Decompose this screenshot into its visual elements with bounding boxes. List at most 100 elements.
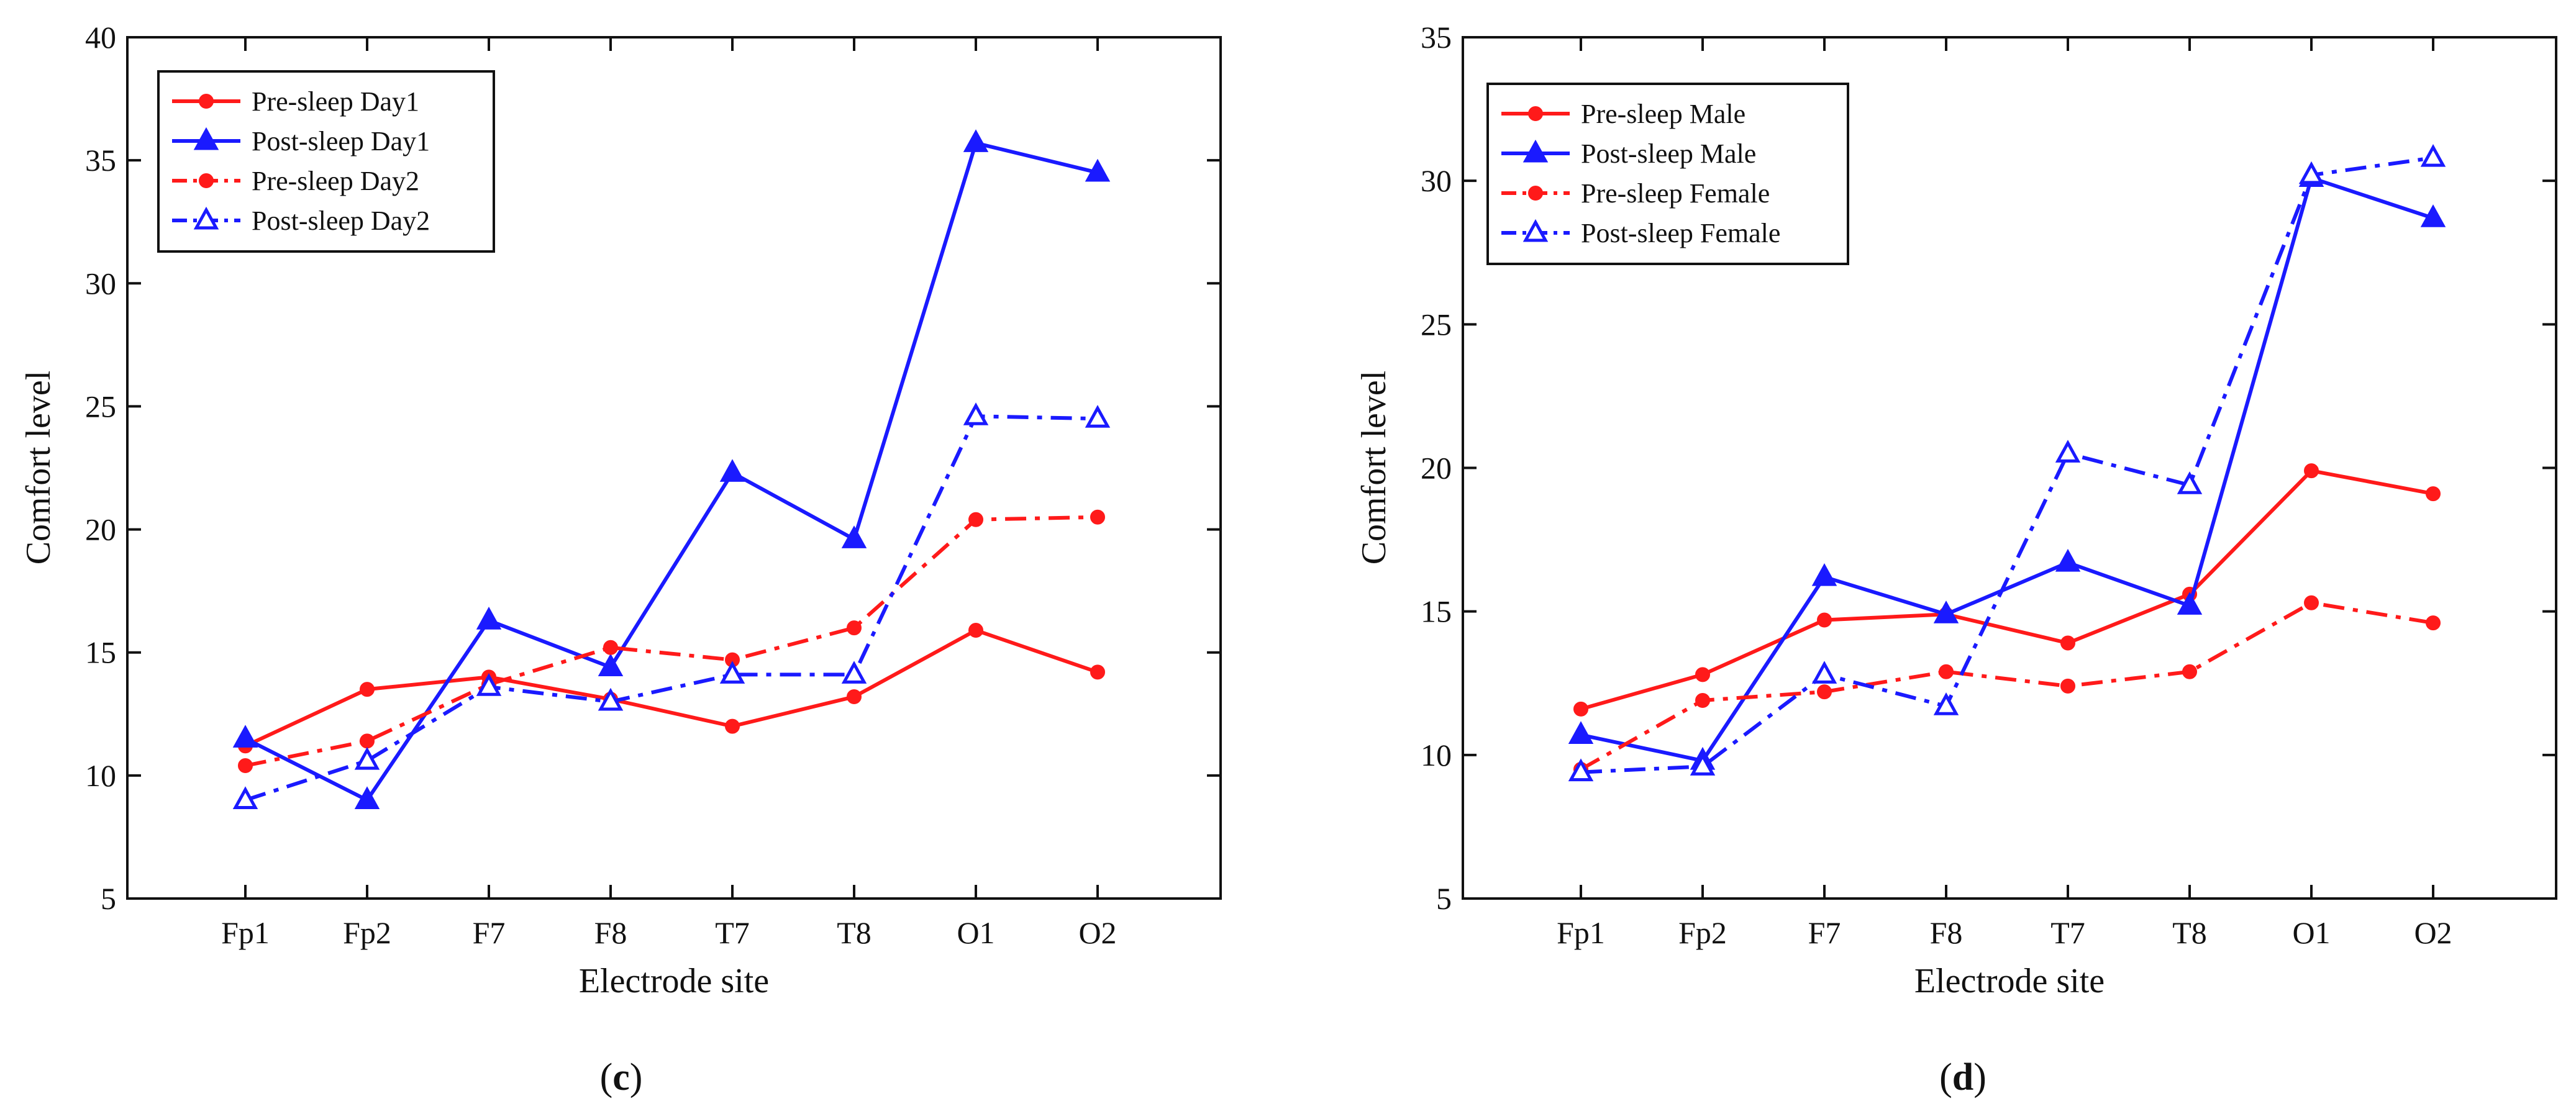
y-tick-label: 5 xyxy=(101,881,116,916)
data-point-o2 xyxy=(1090,664,1105,680)
plot-area-border xyxy=(126,36,1222,900)
legend-entry-post-sleep-day2: Post-sleep Day2 xyxy=(172,206,430,236)
y-tick-label: 30 xyxy=(85,266,116,301)
series-pre-sleep-day2 xyxy=(238,509,1105,774)
data-point-f8 xyxy=(598,653,624,676)
data-point-f8 xyxy=(1933,692,1959,715)
x-tick-label-t7: T7 xyxy=(2050,915,2085,950)
y-axis-label: Comfort level xyxy=(19,371,58,565)
panel-label: (c) xyxy=(600,1056,643,1098)
y-tick-label: 25 xyxy=(85,389,116,423)
data-point-t8 xyxy=(847,689,862,705)
y-tick-label: 15 xyxy=(85,635,116,670)
data-point-f8 xyxy=(1939,664,1954,679)
series-post-sleep-female xyxy=(1568,144,2446,782)
x-tick-label-t7: T7 xyxy=(715,915,750,950)
x-tick-label-f8: F8 xyxy=(1930,915,1963,950)
data-point-o1 xyxy=(968,512,983,527)
legend-marker xyxy=(1528,186,1543,201)
legend-marker xyxy=(1522,139,1549,163)
data-point-fp2 xyxy=(1695,692,1710,708)
data-point-fp2 xyxy=(1690,753,1716,776)
y-tick-label: 35 xyxy=(85,143,116,178)
data-point-fp1 xyxy=(1573,701,1588,717)
data-point-t8 xyxy=(2177,592,2203,615)
legend-entry-post-sleep-male: Post-sleep Male xyxy=(1501,138,1756,169)
data-point-t8 xyxy=(841,525,867,548)
data-point-o2 xyxy=(1090,509,1105,525)
data-point-o1 xyxy=(963,402,989,425)
x-tick-label-o2: O2 xyxy=(1078,915,1116,950)
data-point-fp2 xyxy=(354,786,380,809)
x-axis-label: Electrode site xyxy=(579,962,769,1000)
data-point-fp2 xyxy=(1695,667,1710,682)
y-tick-label: 35 xyxy=(1421,20,1452,55)
data-point-t7 xyxy=(2060,678,2075,694)
legend-entry-post-sleep-day1: Post-sleep Day1 xyxy=(172,126,430,156)
x-axis: Fp1 Fp2 F7 F8 T7 T8 O1 O2 xyxy=(221,37,1117,950)
y-tick-label: 20 xyxy=(1421,451,1452,486)
data-point-fp1 xyxy=(1568,721,1594,744)
x-tick-label-o2: O2 xyxy=(2414,915,2452,950)
legend: Pre-sleep Day1 Post-sleep Day1 Pre-sleep D… xyxy=(157,70,495,253)
legend-marker xyxy=(199,173,214,188)
data-point-fp1 xyxy=(238,758,253,774)
data-point-t7 xyxy=(719,459,745,482)
data-point-o1 xyxy=(2304,463,2319,479)
series-line xyxy=(244,141,1098,802)
y-tick-label: 10 xyxy=(1421,738,1452,772)
series-line xyxy=(1580,156,2434,774)
data-point-f8 xyxy=(1933,600,1959,623)
legend-label: Pre-sleep Day1 xyxy=(252,86,419,117)
y-axis-label: Comfort level xyxy=(1355,371,1393,565)
y-tick-label: 5 xyxy=(1436,881,1452,916)
legend-label: Post-sleep Female xyxy=(1581,218,1780,248)
data-point-o1 xyxy=(2304,595,2319,610)
data-point-t7 xyxy=(725,718,740,734)
series-layer xyxy=(232,129,1111,809)
x-tick-label-o1: O1 xyxy=(957,915,994,950)
legend-label: Post-sleep Male xyxy=(1581,138,1756,169)
legend-entry-pre-sleep-female: Pre-sleep Female xyxy=(1501,178,1770,209)
panel-label: (d) xyxy=(1939,1056,1987,1098)
legend-marker xyxy=(193,127,219,150)
series-layer xyxy=(1568,144,2446,782)
legend-entry-post-sleep-female: Post-sleep Female xyxy=(1501,218,1780,248)
data-point-t7 xyxy=(719,661,745,684)
legend-marker xyxy=(193,206,219,230)
series-line xyxy=(244,628,1098,748)
data-point-o2 xyxy=(2420,144,2446,167)
y-tick-label: 15 xyxy=(1421,594,1452,629)
chart-panel-d: 5 10 15 20 25 30 35 Fp1 Fp2 F7 F8 T7 T8 O1 O2 Electro… xyxy=(1355,20,2557,1098)
x-tick-label-fp2: Fp2 xyxy=(343,915,391,950)
x-tick-label-t8: T8 xyxy=(2172,915,2207,950)
data-point-t8 xyxy=(2177,471,2203,494)
data-point-f7 xyxy=(1811,563,1837,586)
data-point-t8 xyxy=(847,620,862,636)
series-post-sleep-day2 xyxy=(232,402,1111,809)
x-tick-label-fp1: Fp1 xyxy=(221,915,270,950)
data-point-t7 xyxy=(2055,440,2081,463)
y-tick-label: 25 xyxy=(1421,307,1452,342)
chart-panel-c: 5 10 15 20 25 30 35 40 Fp1 Fp2 F7 F8 T7 T8 O1 O2 Elect… xyxy=(19,20,1222,1098)
data-point-fp1 xyxy=(232,725,258,748)
data-point-fp1 xyxy=(1568,758,1594,782)
data-point-f7 xyxy=(1817,684,1832,700)
series-line xyxy=(245,414,1098,802)
data-point-fp1 xyxy=(232,786,258,809)
series-post-sleep-day1 xyxy=(232,129,1111,809)
data-point-t7 xyxy=(2055,548,2081,572)
data-point-o1 xyxy=(963,129,989,152)
y-tick-label: 10 xyxy=(85,758,116,793)
series-line xyxy=(1580,176,2434,763)
data-point-o2 xyxy=(2426,615,2441,631)
data-point-f7 xyxy=(476,673,502,696)
data-point-f7 xyxy=(1811,661,1837,684)
y-tick-label: 20 xyxy=(85,512,116,547)
data-point-f8 xyxy=(598,687,624,711)
data-point-f8 xyxy=(603,640,618,655)
data-point-t7 xyxy=(2060,635,2075,651)
series-pre-sleep-female xyxy=(1573,595,2441,777)
y-tick-label: 30 xyxy=(1421,163,1452,198)
